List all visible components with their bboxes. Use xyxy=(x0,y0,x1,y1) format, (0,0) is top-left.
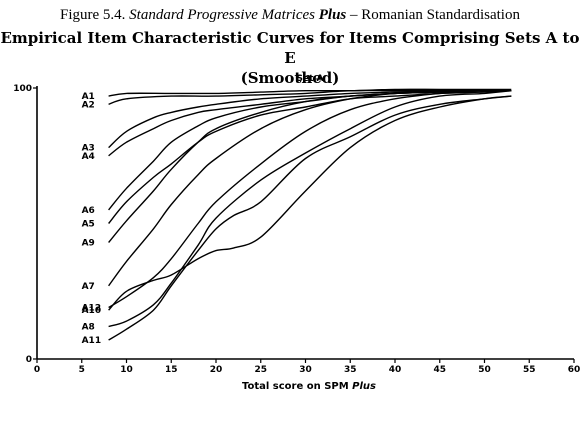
series-label-a2: A2 xyxy=(82,100,95,110)
series-line-a7 xyxy=(108,89,512,287)
x-axis-title: Total score on SPM Plus xyxy=(242,381,376,392)
y-tick-label: 0 xyxy=(26,355,32,365)
axes: 0 5 10 15 20 25 30 35 40 45 50 55 60 0 100 xyxy=(13,84,580,375)
x-tick-label: 45 xyxy=(433,365,446,375)
figure-title-italic: Standard Progressive Matrices xyxy=(129,7,315,23)
x-tick-label: 25 xyxy=(254,365,267,375)
chart-title-line-2: (Smoothed) xyxy=(240,69,340,87)
figure-title-suffix: – Romanian Standardisation xyxy=(350,7,520,23)
series-label-a10: A10 xyxy=(82,306,102,316)
x-tick-label: 0 xyxy=(34,365,40,375)
x-tick-label: 40 xyxy=(389,365,402,375)
series-line-a5 xyxy=(108,90,512,224)
series-label-a6: A6 xyxy=(82,206,95,216)
x-tick-label: 10 xyxy=(120,365,133,375)
series-label-a12: A12 xyxy=(82,304,102,314)
series-line-a10 xyxy=(108,95,512,311)
curves xyxy=(108,88,512,341)
x-axis-title-main: Total score on SPM xyxy=(242,381,349,392)
x-tick-label: 30 xyxy=(299,365,312,375)
series-line-a1 xyxy=(108,88,512,97)
series-line-a12 xyxy=(108,89,512,309)
series-label-a8: A8 xyxy=(82,322,95,332)
x-tick-label: 50 xyxy=(478,365,491,375)
x-tick-label: 55 xyxy=(523,365,536,375)
chart-title: Empirical Item Characteristic Curves for… xyxy=(0,28,580,88)
series-line-a11 xyxy=(108,95,512,341)
series-label-a5: A5 xyxy=(82,220,95,230)
x-tick-label: 35 xyxy=(344,365,357,375)
x-tick-label: 15 xyxy=(165,365,178,375)
series-label-a7: A7 xyxy=(82,282,95,292)
series-label-a11: A11 xyxy=(82,336,102,346)
figure-title-bold: Plus xyxy=(318,7,347,23)
x-tick-label: 20 xyxy=(210,365,223,375)
x-axis-title-italic: Plus xyxy=(352,381,376,392)
x-tick-label: 5 xyxy=(79,365,85,375)
y-tick-label: 100 xyxy=(13,84,32,94)
series-label-a4: A4 xyxy=(82,152,95,162)
series-line-a9 xyxy=(108,89,512,243)
chart-title-line-1: Empirical Item Characteristic Curves for… xyxy=(0,29,580,67)
series-label-a9: A9 xyxy=(82,238,95,248)
series-line-a3 xyxy=(108,89,512,149)
figure-caption: Figure 5.4. Standard Progressive Matrice… xyxy=(0,7,580,24)
series-line-a8 xyxy=(108,90,512,328)
series-label-a3: A3 xyxy=(82,144,95,154)
x-tick-label: 60 xyxy=(568,365,580,375)
chart-subtitle: Set A xyxy=(297,74,324,84)
figure-number: Figure 5.4. xyxy=(60,7,126,23)
series-label-a1: A1 xyxy=(82,92,95,102)
